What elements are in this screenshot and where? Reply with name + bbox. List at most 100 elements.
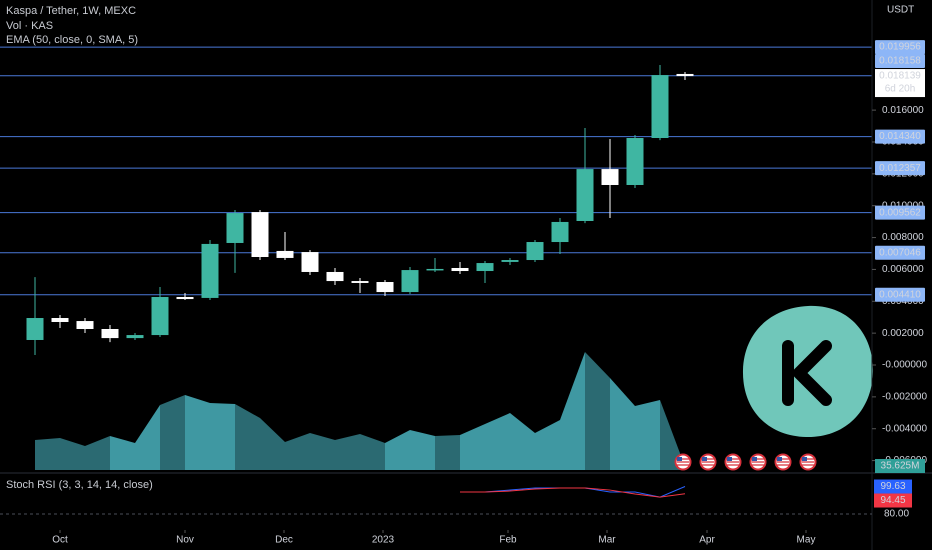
stoch-k-label: 99.63 <box>880 481 905 492</box>
volume-area <box>610 378 635 470</box>
candle-body <box>451 267 469 272</box>
level-box <box>875 54 925 69</box>
volume-last-label: 35.625M <box>881 461 920 472</box>
candle-body <box>526 242 544 261</box>
flag[interactable] <box>799 453 817 471</box>
candle-body <box>651 75 669 139</box>
volume-area <box>335 434 360 470</box>
y-tick-label: 0.006000 <box>882 264 924 275</box>
y-tick-label: 0.016000 <box>882 105 924 116</box>
stoch-d-label: 94.45 <box>880 495 905 506</box>
volume-title: Vol · KAS <box>6 20 53 32</box>
volume-area <box>585 352 610 470</box>
volume-area <box>360 434 385 470</box>
y-tick-label: 0.002000 <box>882 328 924 339</box>
y-tick-label: -0.004000 <box>882 423 927 434</box>
flag[interactable] <box>749 453 767 471</box>
stoch-layer: 80.00 99.63 94.45 <box>0 479 912 520</box>
volume-area <box>435 435 460 470</box>
candle-body <box>201 243 219 298</box>
level-label: 0.018158 <box>879 56 921 67</box>
y-tick-label: -0.000000 <box>882 360 927 371</box>
candle-body <box>576 169 594 221</box>
flag[interactable] <box>674 453 692 471</box>
volume-area <box>210 403 235 470</box>
x-tick-label: Dec <box>275 535 293 546</box>
last-price-box <box>875 69 925 98</box>
level-box <box>875 287 925 302</box>
axis-layer: 0.0160000.0140000.0120000.0100000.008000… <box>52 40 927 546</box>
x-tick-label: Mar <box>598 535 616 546</box>
currency: USDT <box>887 5 914 16</box>
stoch-title: Stoch RSI (3, 3, 14, 14, close) <box>6 479 153 491</box>
volume-area <box>460 424 485 470</box>
volume-area <box>410 430 435 470</box>
level-label: 0.019956 <box>879 42 921 53</box>
volume-area <box>485 413 510 470</box>
candle-body <box>51 318 69 322</box>
stoch-d-line <box>460 487 686 498</box>
candle-body <box>101 329 119 339</box>
level-box <box>875 40 925 55</box>
kaspa-logo <box>742 305 874 438</box>
candle-body <box>351 281 369 283</box>
volume-area <box>135 405 160 470</box>
candle-body <box>176 296 194 300</box>
candle-body <box>326 271 344 282</box>
candle-body <box>301 252 319 272</box>
y-tick-label: -0.002000 <box>882 392 927 403</box>
level-layer <box>0 46 872 296</box>
candle-body <box>401 270 419 293</box>
flag[interactable] <box>724 453 742 471</box>
last-price-label: 0.018139 <box>879 71 921 82</box>
countdown: 6d 20h <box>885 84 916 95</box>
volume-area <box>310 433 335 470</box>
volume-area <box>85 436 110 470</box>
candle-layer <box>26 65 694 355</box>
level-label: 0.004410 <box>879 289 921 300</box>
ema-title: EMA (50, close, 0, SMA, 5) <box>6 34 138 46</box>
candle-body <box>676 73 694 77</box>
candle-body <box>126 335 144 339</box>
candle-body <box>501 260 519 262</box>
x-tick-label: 2023 <box>372 535 395 546</box>
stoch-d-box <box>874 493 912 508</box>
flag[interactable] <box>774 453 792 471</box>
candle-body <box>376 282 394 293</box>
volume-area <box>560 352 585 470</box>
volume-area <box>285 433 310 470</box>
volume-area <box>235 404 260 470</box>
volume-area <box>535 420 560 470</box>
flag[interactable] <box>699 453 717 471</box>
volume-area <box>185 395 210 470</box>
x-tick-label: Oct <box>52 535 68 546</box>
volume-area <box>260 418 285 470</box>
x-tick-label: May <box>797 535 816 546</box>
volume-area <box>35 438 60 470</box>
volume-area <box>635 400 660 470</box>
candle-body <box>251 212 269 257</box>
volume-area <box>510 413 535 470</box>
candle-body <box>276 250 294 258</box>
candle-body <box>426 268 444 271</box>
candle-body <box>626 138 644 185</box>
level-label: 0.014340 <box>879 131 921 142</box>
logo-k-arms <box>793 340 832 406</box>
volume-area <box>660 400 685 470</box>
volume-layer <box>35 352 685 470</box>
candle-body <box>226 213 244 243</box>
level-box <box>875 205 925 220</box>
y-tick-label: 0.008000 <box>882 232 924 243</box>
volume-area <box>385 430 410 470</box>
volume-area <box>110 436 135 470</box>
candle-body <box>26 318 44 340</box>
x-tick-label: Nov <box>176 535 194 546</box>
stoch-tick-label: 80.00 <box>884 509 909 520</box>
volume-last-box <box>875 459 925 473</box>
candle-body <box>551 221 569 243</box>
volume-area <box>160 395 185 470</box>
x-tick-label: Apr <box>699 535 715 546</box>
candle-body <box>601 169 619 185</box>
